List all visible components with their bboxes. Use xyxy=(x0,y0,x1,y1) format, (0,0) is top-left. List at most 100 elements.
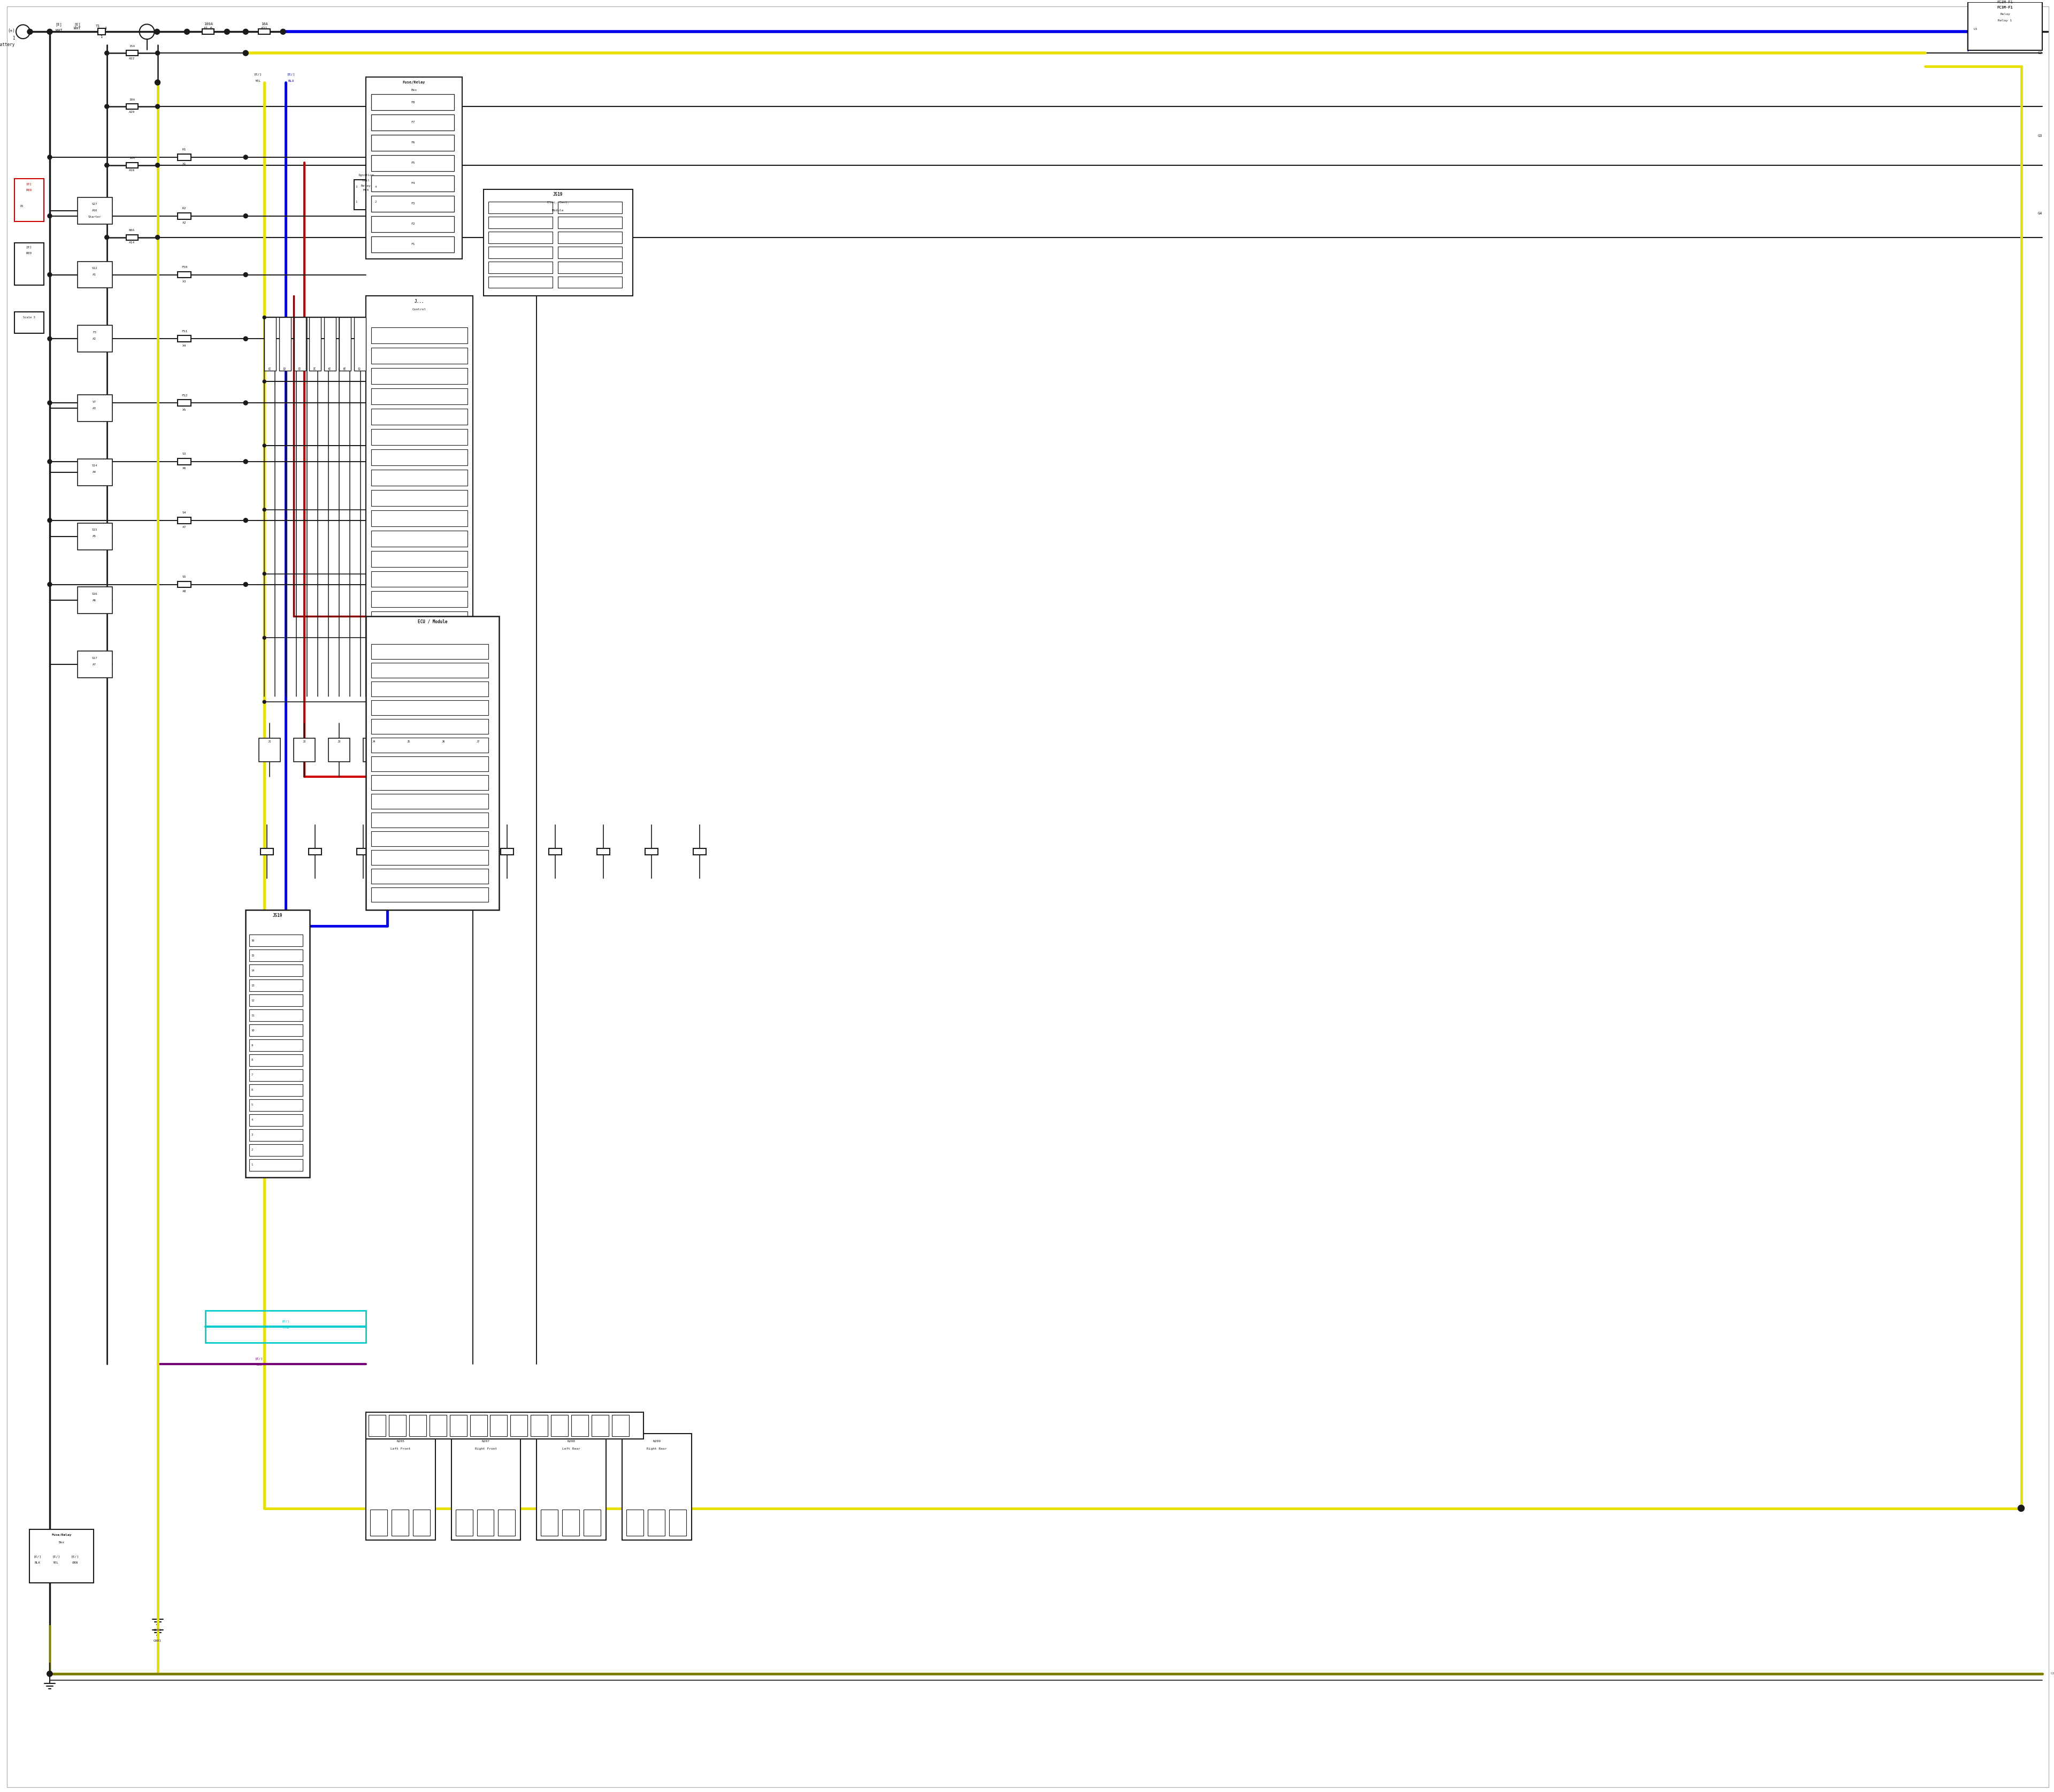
Text: F51: F51 xyxy=(181,330,187,333)
Circle shape xyxy=(244,272,249,276)
Text: Relay: Relay xyxy=(2001,13,2011,16)
Bar xyxy=(372,470,466,486)
Bar xyxy=(647,1509,665,1536)
Bar xyxy=(499,1509,516,1536)
Circle shape xyxy=(244,459,249,464)
Text: F52: F52 xyxy=(181,394,187,396)
Text: X7: X7 xyxy=(183,525,187,529)
Bar xyxy=(372,217,454,231)
Bar xyxy=(372,176,454,192)
Bar xyxy=(409,1416,425,1435)
Text: A16: A16 xyxy=(92,210,97,211)
Text: J4: J4 xyxy=(372,740,376,742)
Bar xyxy=(692,848,707,855)
Text: FC3M-F1: FC3M-F1 xyxy=(1996,5,2013,9)
Text: [E]: [E] xyxy=(27,183,33,185)
Bar xyxy=(78,394,113,421)
Text: K1: K1 xyxy=(183,149,187,151)
Text: CYN: CYN xyxy=(283,1326,290,1330)
Bar xyxy=(548,848,563,855)
Text: S12: S12 xyxy=(92,267,97,269)
Circle shape xyxy=(47,401,51,405)
Circle shape xyxy=(47,272,51,276)
Bar xyxy=(536,1434,606,1541)
Text: Elec. Cent.: Elec. Cent. xyxy=(546,201,569,204)
Bar xyxy=(177,400,191,407)
Text: N208: N208 xyxy=(567,1441,575,1443)
Bar xyxy=(501,848,514,855)
Text: [E]: [E] xyxy=(74,23,80,27)
Bar xyxy=(372,719,489,735)
Text: RED: RED xyxy=(27,253,33,254)
Text: F1: F1 xyxy=(411,244,415,246)
Bar xyxy=(559,246,622,258)
Bar xyxy=(14,179,43,220)
Text: Right Rear: Right Rear xyxy=(647,1448,668,1450)
Text: Relay 1: Relay 1 xyxy=(1999,20,2013,22)
Bar xyxy=(372,849,489,866)
Text: 1: 1 xyxy=(12,36,14,41)
Circle shape xyxy=(105,163,109,167)
Bar xyxy=(372,633,466,649)
Text: 16: 16 xyxy=(251,939,255,943)
Bar xyxy=(477,1509,493,1536)
Text: J5: J5 xyxy=(407,740,411,742)
Bar xyxy=(353,317,366,371)
Bar xyxy=(452,848,466,855)
Circle shape xyxy=(263,701,265,704)
Text: Coil: Coil xyxy=(362,179,370,183)
Bar xyxy=(483,190,633,296)
Text: X6: X6 xyxy=(183,468,187,470)
Bar xyxy=(372,409,466,425)
Circle shape xyxy=(244,213,249,219)
Text: S16: S16 xyxy=(92,593,97,595)
Text: J...: J... xyxy=(415,299,425,305)
Text: A16: A16 xyxy=(129,168,136,172)
Text: RED: RED xyxy=(27,188,33,192)
Circle shape xyxy=(156,163,160,167)
Text: 14: 14 xyxy=(251,969,255,971)
Bar xyxy=(372,428,466,444)
Circle shape xyxy=(47,1672,51,1677)
Text: A5: A5 xyxy=(92,536,97,538)
Bar xyxy=(125,104,138,109)
Bar xyxy=(125,163,138,168)
Text: 11: 11 xyxy=(251,1014,255,1016)
Bar xyxy=(366,1412,643,1439)
Text: ECU / Module: ECU / Module xyxy=(417,620,448,624)
Circle shape xyxy=(242,50,249,56)
Circle shape xyxy=(47,213,51,219)
Text: F5: F5 xyxy=(411,161,415,165)
Text: 16A: 16A xyxy=(261,23,267,25)
Text: J1: J1 xyxy=(267,740,271,742)
Circle shape xyxy=(263,572,265,575)
Text: A6: A6 xyxy=(92,599,97,602)
Text: A22: A22 xyxy=(129,57,136,59)
Bar xyxy=(177,213,191,219)
Bar xyxy=(370,1509,386,1536)
Text: N209: N209 xyxy=(653,1441,661,1443)
Text: [E/]: [E/] xyxy=(255,1357,263,1360)
Bar xyxy=(366,77,462,258)
Text: Starter: Starter xyxy=(88,215,101,219)
Text: A4: A4 xyxy=(92,471,97,473)
Text: J7: J7 xyxy=(477,740,481,742)
Bar xyxy=(78,262,113,289)
Bar xyxy=(29,1530,94,1582)
Text: S15: S15 xyxy=(92,529,97,530)
Text: A21: A21 xyxy=(261,27,267,30)
Text: S3: S3 xyxy=(183,453,187,455)
Bar xyxy=(511,1416,528,1435)
Bar xyxy=(413,1509,429,1536)
Circle shape xyxy=(156,50,160,56)
Text: 60A: 60A xyxy=(129,229,136,231)
Text: J519: J519 xyxy=(273,914,283,918)
Bar xyxy=(372,756,489,771)
Text: Left Front: Left Front xyxy=(390,1448,411,1450)
Bar xyxy=(177,518,191,523)
Bar xyxy=(372,95,454,111)
Text: 10: 10 xyxy=(251,1029,255,1032)
Bar xyxy=(372,812,489,828)
Bar xyxy=(310,317,320,371)
Circle shape xyxy=(263,509,265,511)
